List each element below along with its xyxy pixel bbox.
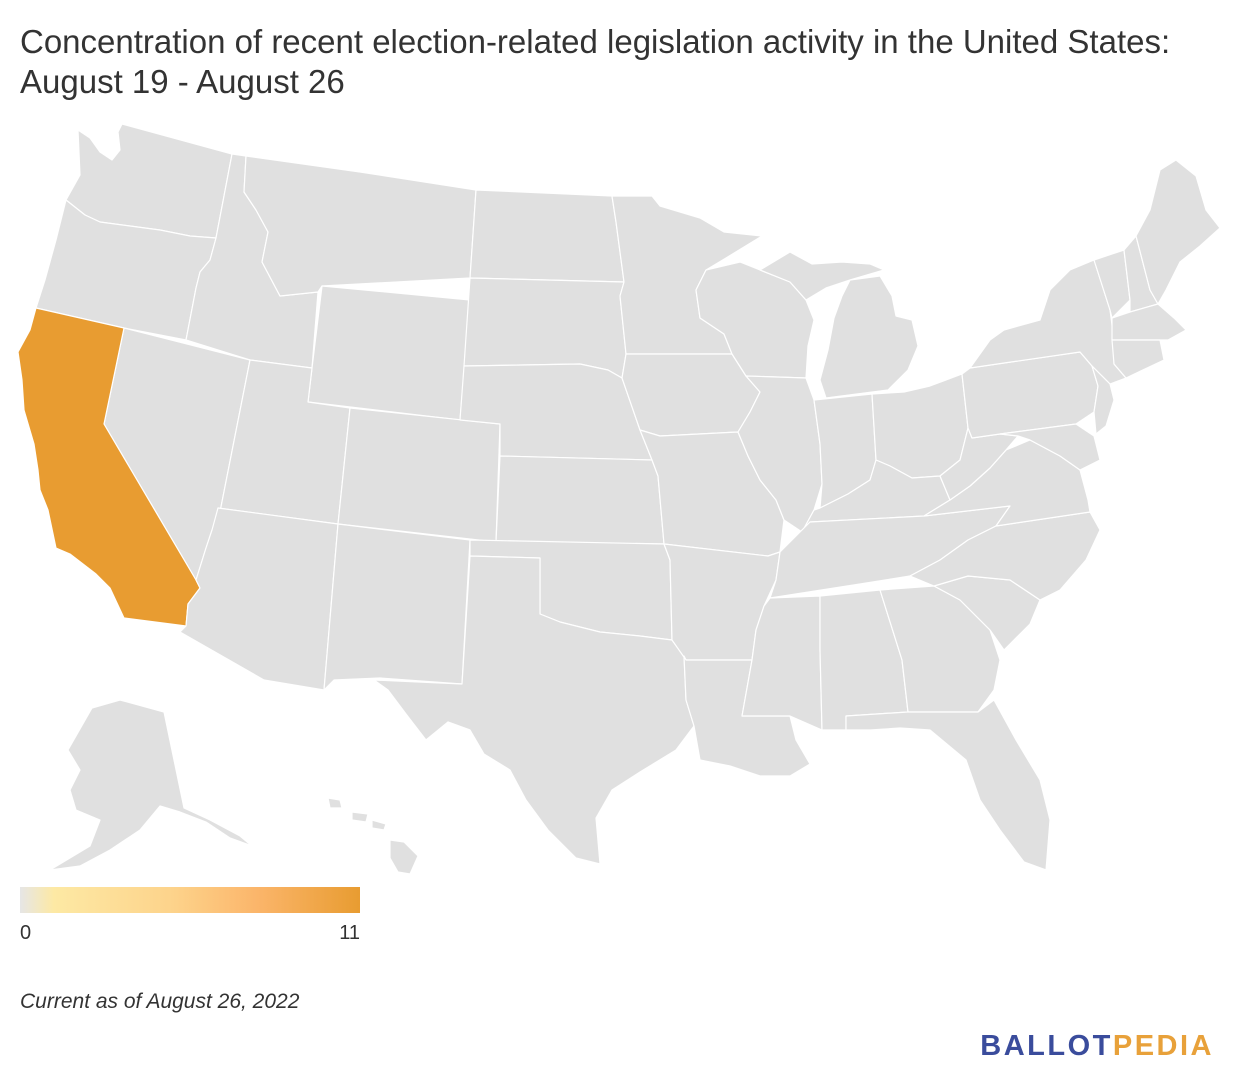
state-new-mexico[interactable] — [323, 523, 471, 691]
logo-text-ballot: BALLOT — [980, 1030, 1113, 1062]
states-layer — [17, 123, 1221, 875]
legend-gradient-bar — [20, 887, 360, 913]
logo-text-pedia: PEDIA — [1112, 1030, 1214, 1062]
state-montana[interactable] — [243, 155, 477, 297]
state-maryland[interactable] — [999, 423, 1101, 471]
state-north-dakota[interactable] — [469, 189, 625, 283]
legend-max-label: 11 — [339, 922, 360, 944]
us-map — [0, 110, 1240, 890]
state-south-dakota[interactable] — [463, 277, 627, 379]
state-vermont[interactable] — [1093, 249, 1131, 319]
state-alaska[interactable] — [49, 699, 253, 871]
state-michigan[interactable] — [819, 275, 919, 399]
ballotpedia-logo: BALLOTPEDIA — [980, 1030, 1214, 1063]
us-map-svg — [17, 123, 1221, 875]
state-wyoming[interactable] — [307, 285, 471, 421]
legend-min-label: 0 — [20, 922, 32, 944]
state-kansas[interactable] — [495, 455, 665, 545]
state-hawaii[interactable] — [389, 839, 419, 875]
state-michigan-upper[interactable] — [759, 251, 885, 301]
as-of-note: Current as of August 26, 2022 — [20, 990, 300, 1013]
chart-title: Concentration of recent election-related… — [20, 23, 1171, 100]
state-massachusetts[interactable] — [1111, 303, 1187, 341]
state-connecticut[interactable] — [1111, 339, 1165, 379]
state-texas[interactable] — [373, 555, 695, 865]
state-maine[interactable] — [1135, 159, 1221, 305]
state-north-carolina[interactable] — [909, 511, 1101, 601]
state-florida[interactable] — [845, 699, 1051, 871]
state-new-jersey[interactable] — [1091, 365, 1115, 435]
color-legend: 0 11 — [20, 887, 360, 946]
state-colorado[interactable] — [337, 407, 501, 543]
state-hawaii-islands[interactable] — [327, 797, 387, 831]
